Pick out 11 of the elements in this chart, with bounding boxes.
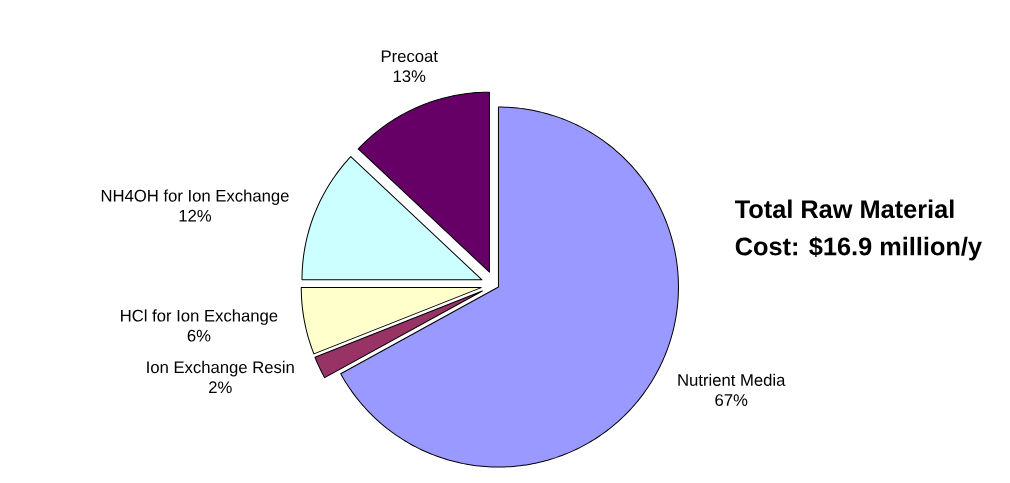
data-label: 67% <box>715 394 748 406</box>
data-label: 12% <box>179 209 212 222</box>
slice-label: Precoat <box>381 50 438 63</box>
slice-label: Nutrient Media <box>678 373 786 386</box>
slice-label: HCl for Ion Exchange <box>121 309 278 325</box>
data-label: 13% <box>393 70 426 83</box>
text: Total Raw Material Cost: $16.9 million/y <box>735 199 982 261</box>
data-label: 6% <box>187 329 211 342</box>
slice-label: NH4OH for Ion Exchange <box>101 189 289 205</box>
data-label: 2% <box>209 381 232 394</box>
slice-label: Ion Exchange Resin <box>147 360 294 377</box>
